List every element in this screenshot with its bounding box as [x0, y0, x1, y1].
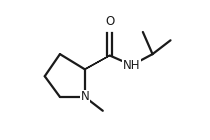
- Text: O: O: [105, 15, 114, 28]
- Text: N: N: [80, 90, 89, 103]
- Polygon shape: [85, 55, 110, 69]
- Text: NH: NH: [123, 59, 140, 72]
